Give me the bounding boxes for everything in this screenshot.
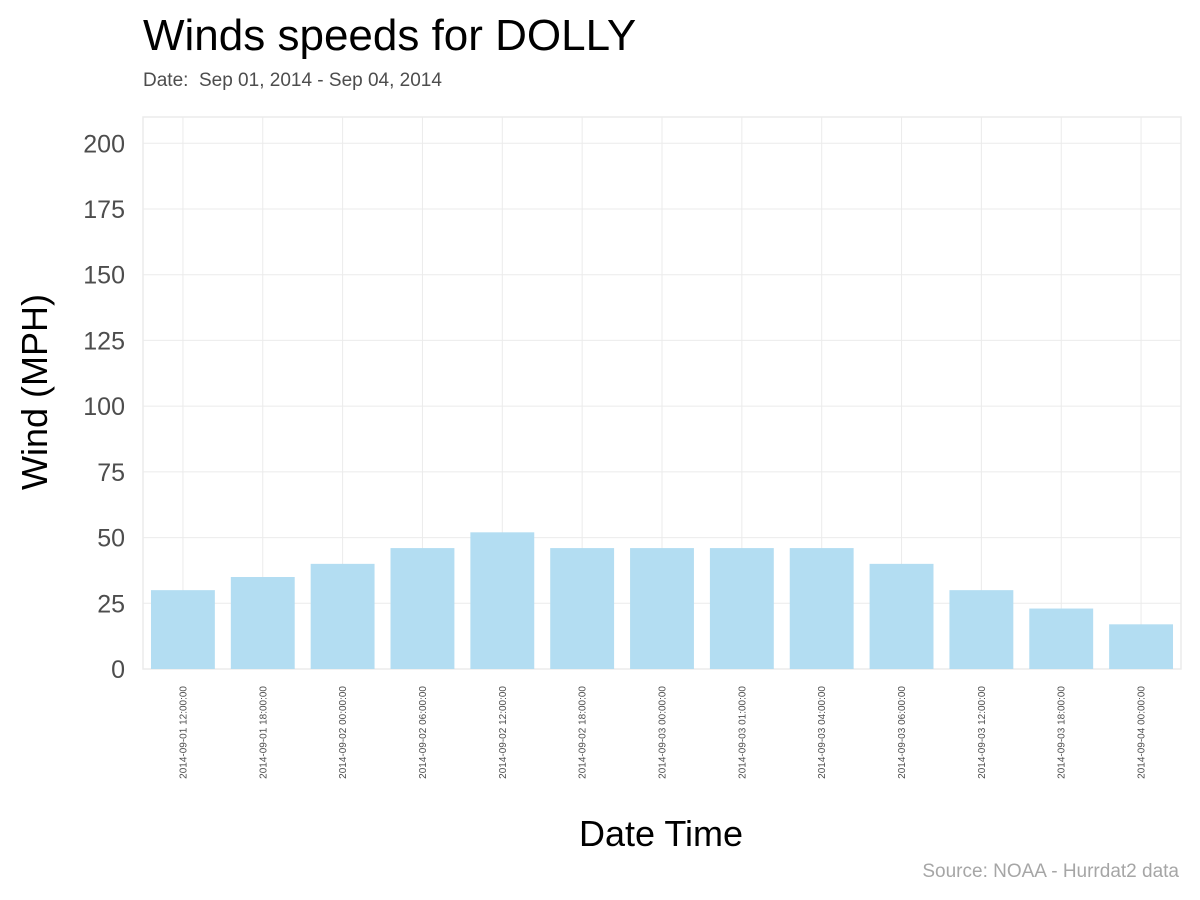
y-tick-label: 125 [83,327,125,355]
y-axis-title: Wind (MPH) [14,294,55,490]
x-tick-label: 2014-09-03 06:00:00 [897,686,908,779]
chart-title: Winds speeds for DOLLY [143,11,637,60]
y-tick-label: 175 [83,196,125,224]
x-tick-label: 2014-09-03 04:00:00 [817,686,828,779]
y-tick-label: 75 [97,459,125,487]
chart-subtitle: Date: Sep 01, 2014 - Sep 04, 2014 [143,70,442,91]
x-tick-label: 2014-09-03 00:00:00 [658,686,669,779]
y-tick-label: 50 [97,525,125,553]
y-tick-label: 100 [83,393,125,421]
x-tick-label: 2014-09-02 00:00:00 [338,686,349,779]
bar [1029,608,1094,669]
y-tick-label: 200 [83,130,125,158]
x-tick-label: 2014-09-03 18:00:00 [1057,686,1068,779]
bar [709,548,774,669]
x-tick-label: 2014-09-03 12:00:00 [977,686,988,779]
y-tick-label: 25 [97,590,125,618]
y-tick-label: 0 [111,656,125,684]
y-axis-ticks: 0 25 50 75 100 125 150 175 200 [83,130,125,684]
bar [630,548,694,669]
bar [869,563,934,669]
bar [550,548,615,669]
chart-caption: Source: NOAA - Hurrdat2 data [922,861,1179,882]
x-tick-label: 2014-09-01 18:00:00 [258,686,269,779]
x-tick-label: 2014-09-02 12:00:00 [498,686,509,779]
bar [390,548,455,669]
bar [310,563,375,669]
x-tick-label: 2014-09-03 01:00:00 [737,686,748,779]
x-tick-label: 2014-09-02 18:00:00 [578,686,589,779]
bar [949,590,1014,669]
bar [1109,624,1174,669]
bars [150,532,1174,669]
bar [150,590,215,669]
bar [470,532,535,669]
x-axis-title: Date Time [579,813,743,854]
y-tick-label: 150 [83,262,125,290]
bar [789,548,854,669]
bar [230,577,295,669]
x-tick-label: 2014-09-01 12:00:00 [178,686,189,779]
x-tick-label: 2014-09-02 06:00:00 [418,686,429,779]
x-tick-label: 2014-09-04 00:00:00 [1137,686,1148,779]
x-axis-ticks: 2014-09-01 12:00:00 2014-09-01 18:00:00 20… [178,686,1147,779]
